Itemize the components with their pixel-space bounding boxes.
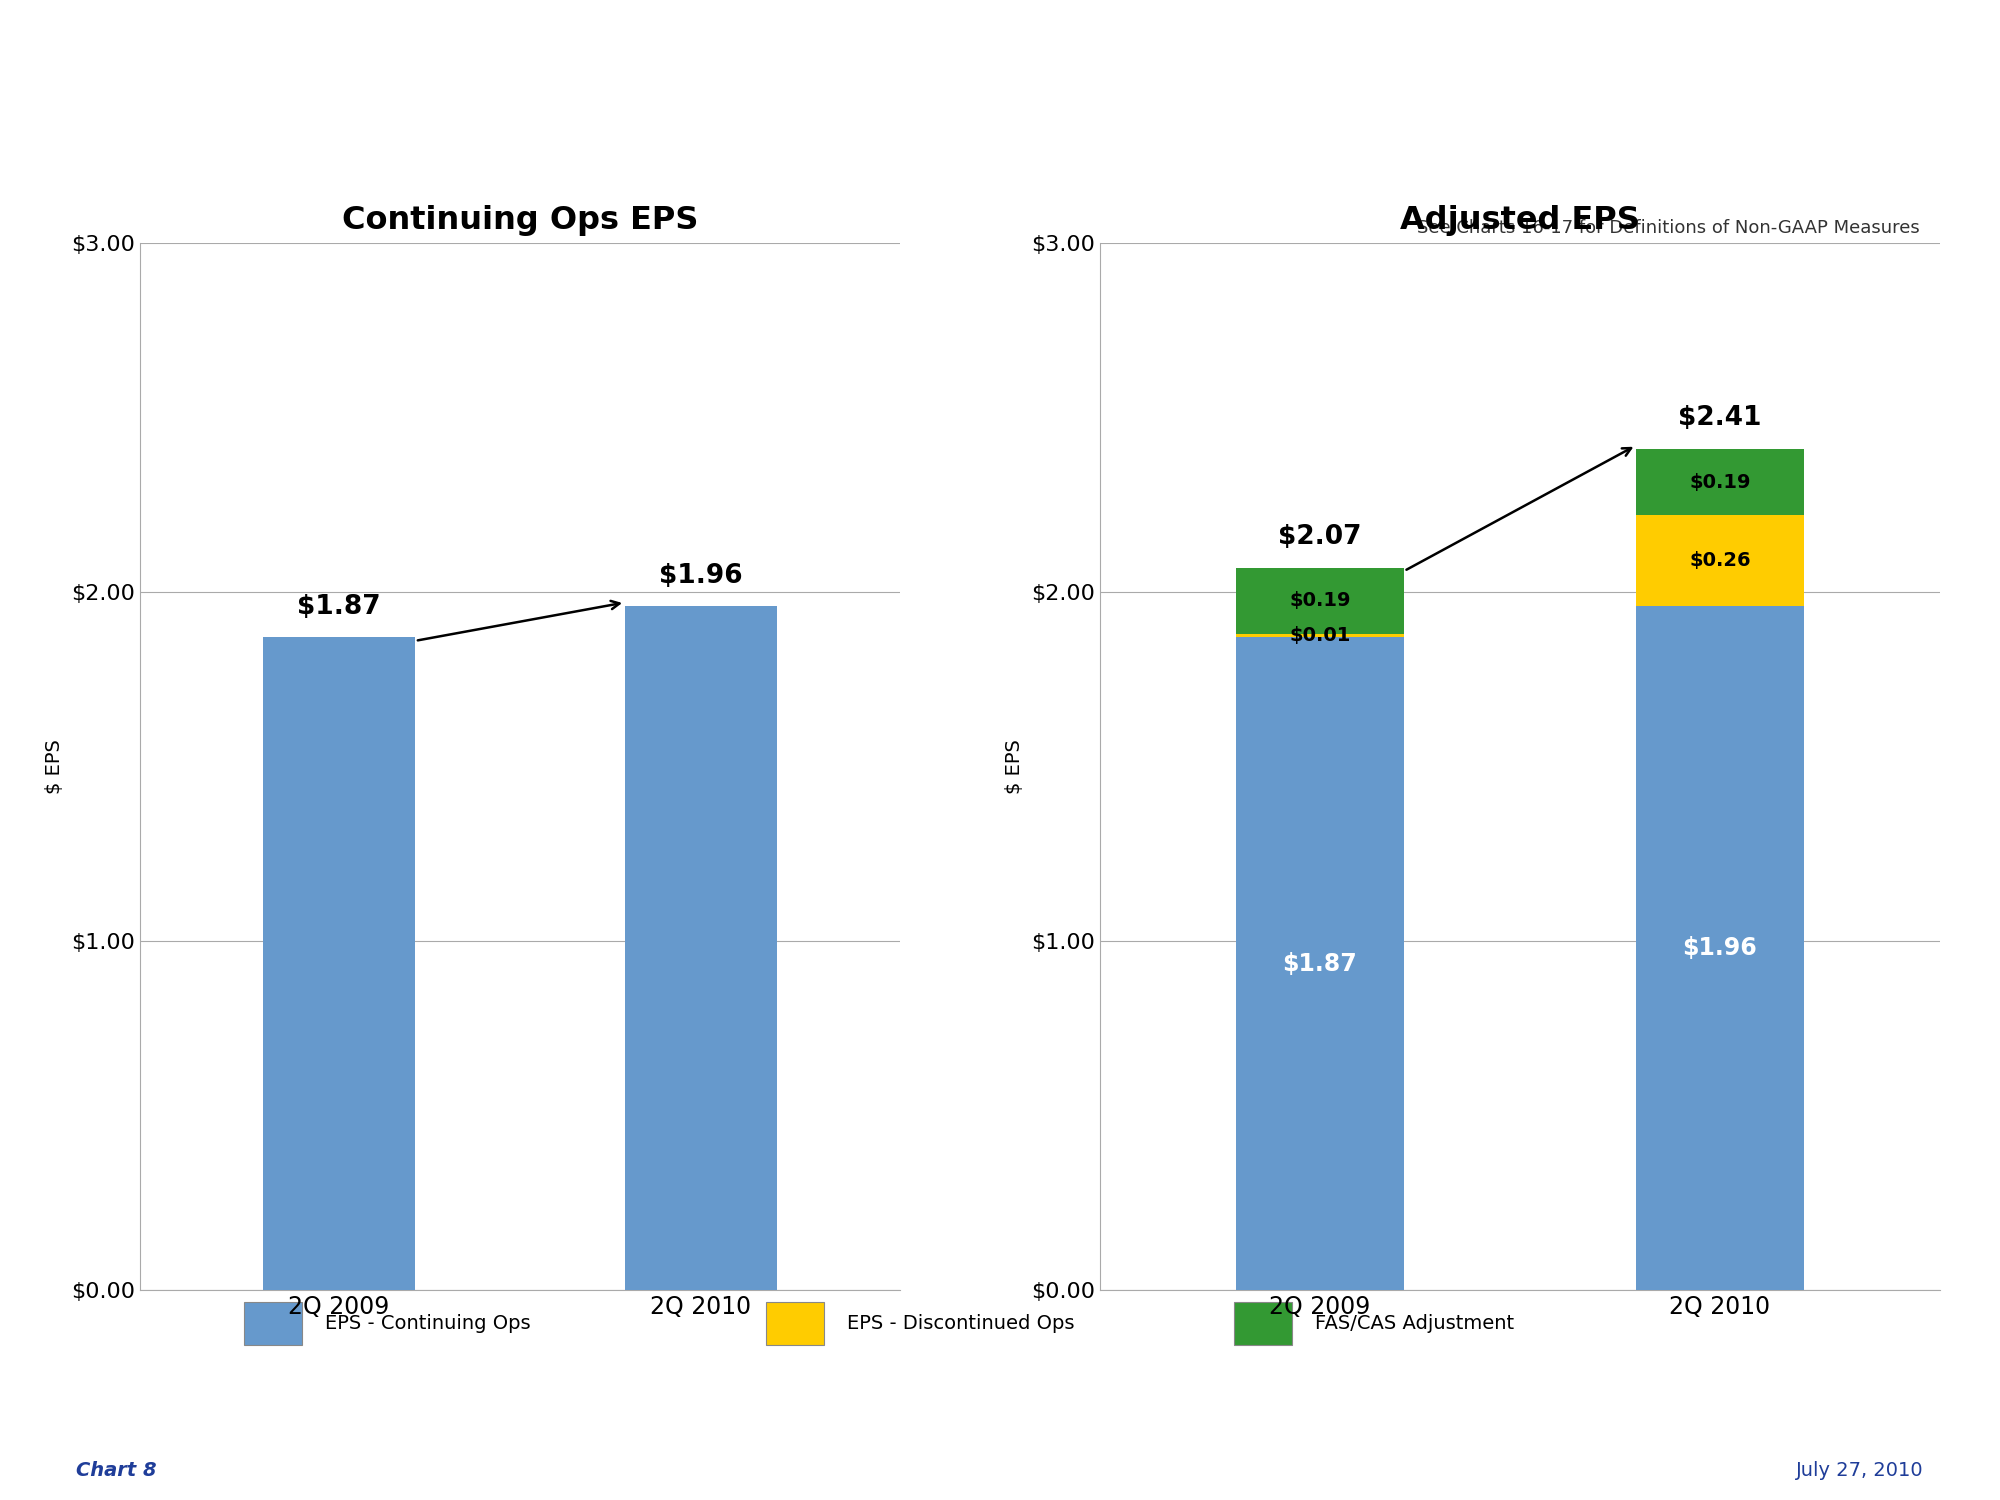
Text: FAS/CAS Adjustment: FAS/CAS Adjustment — [1316, 1314, 1514, 1334]
Bar — [264, 638, 416, 1290]
Text: $2.41: $2.41 — [1678, 405, 1762, 432]
Bar — [766, 1302, 824, 1346]
Text: Chart 8: Chart 8 — [76, 1461, 156, 1480]
Text: 2Q Earnings Per Share: 2Q Earnings Per Share — [76, 96, 1064, 172]
Title: Adjusted EPS: Adjusted EPS — [1400, 206, 1640, 236]
Text: $0.26: $0.26 — [1690, 550, 1750, 570]
Bar — [1636, 514, 1804, 606]
Title: Continuing Ops EPS: Continuing Ops EPS — [342, 206, 698, 236]
Text: $1.96: $1.96 — [1682, 936, 1758, 960]
Bar — [1236, 567, 1404, 634]
Text: $2.07: $2.07 — [1278, 524, 1362, 550]
Bar — [1236, 638, 1404, 1290]
Text: $0.19: $0.19 — [1290, 591, 1350, 610]
Text: EPS - Continuing Ops: EPS - Continuing Ops — [324, 1314, 530, 1334]
Text: July 27, 2010: July 27, 2010 — [1796, 1461, 1924, 1480]
Bar — [1234, 1302, 1292, 1346]
Bar — [1636, 606, 1804, 1290]
Bar — [244, 1302, 302, 1346]
Text: $0.01: $0.01 — [1290, 626, 1350, 645]
Y-axis label: $ EPS: $ EPS — [46, 740, 64, 794]
Text: See Charts 16-17 for Definitions of Non-GAAP Measures: See Charts 16-17 for Definitions of Non-… — [1418, 219, 1920, 237]
Bar — [1236, 634, 1404, 638]
Text: $1.96: $1.96 — [660, 562, 742, 588]
Text: $1.87: $1.87 — [1282, 951, 1358, 975]
Y-axis label: $ EPS: $ EPS — [1006, 740, 1024, 794]
Bar — [624, 606, 776, 1290]
Text: $0.19: $0.19 — [1690, 472, 1750, 492]
Text: Continuing to Deliver Value to Stockholders: Continuing to Deliver Value to Stockhold… — [486, 1383, 1514, 1425]
Bar — [1636, 448, 1804, 514]
Text: EPS - Discontinued Ops: EPS - Discontinued Ops — [848, 1314, 1074, 1334]
Text: $1.87: $1.87 — [298, 594, 380, 619]
